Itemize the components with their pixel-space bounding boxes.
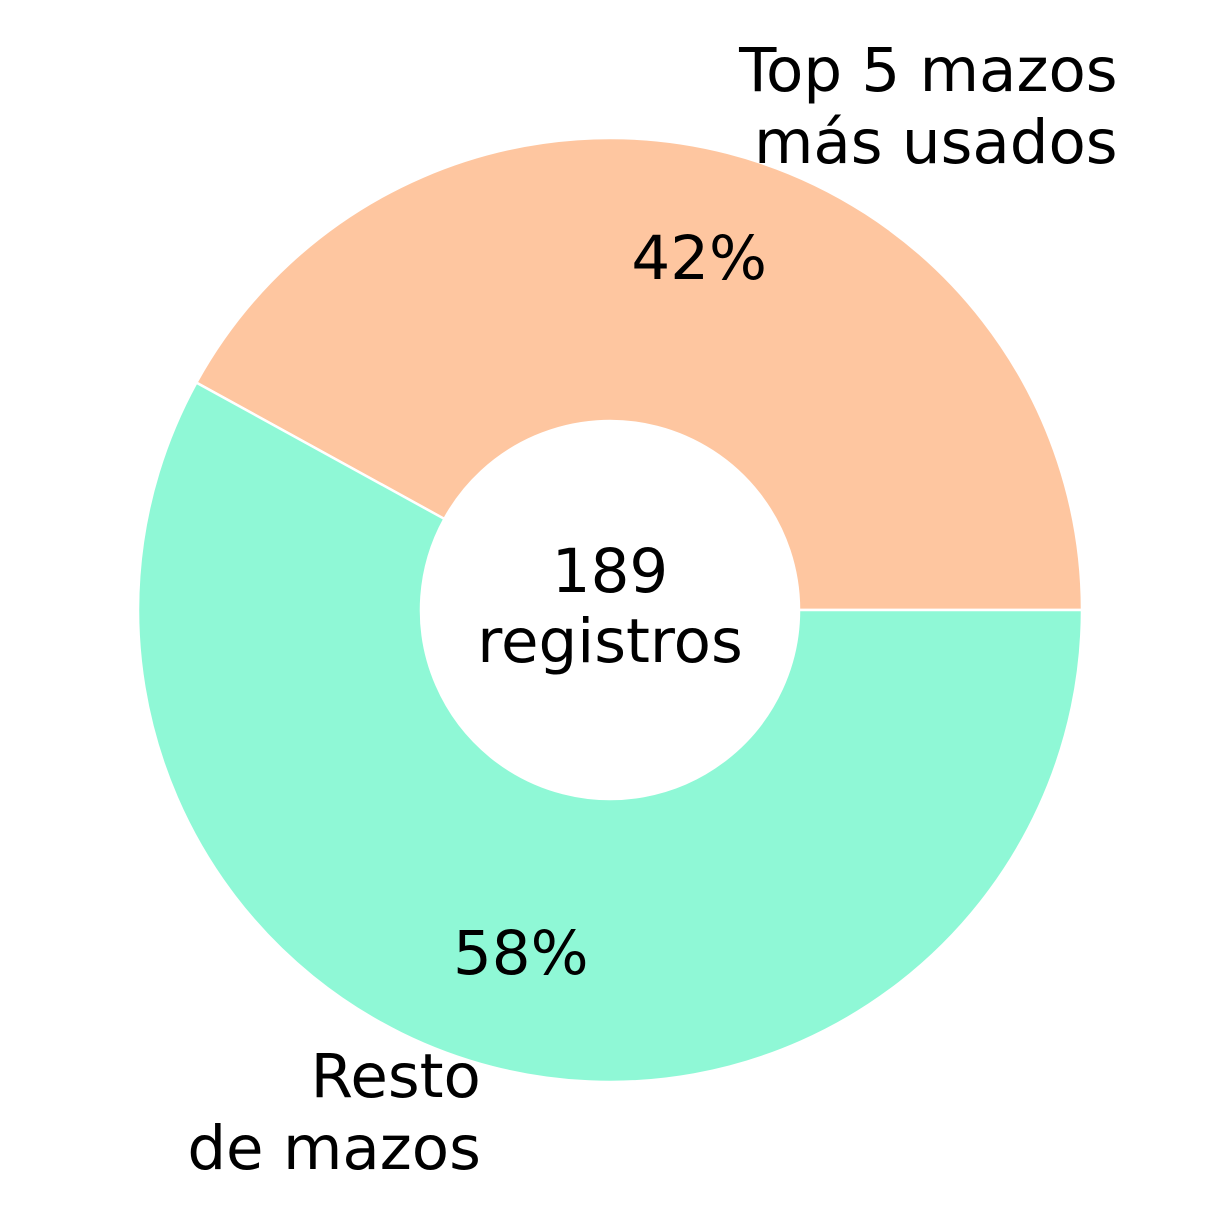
category-label: Top 5 mazos más usados	[739, 35, 1118, 179]
category-label: Resto de mazos	[187, 1040, 481, 1184]
donut-segment	[194, 136, 1084, 612]
center-annotation: 189 registros	[477, 536, 743, 677]
value-label: 42%	[631, 223, 767, 294]
value-label: 58%	[453, 918, 589, 989]
donut-segment	[136, 380, 1084, 1084]
